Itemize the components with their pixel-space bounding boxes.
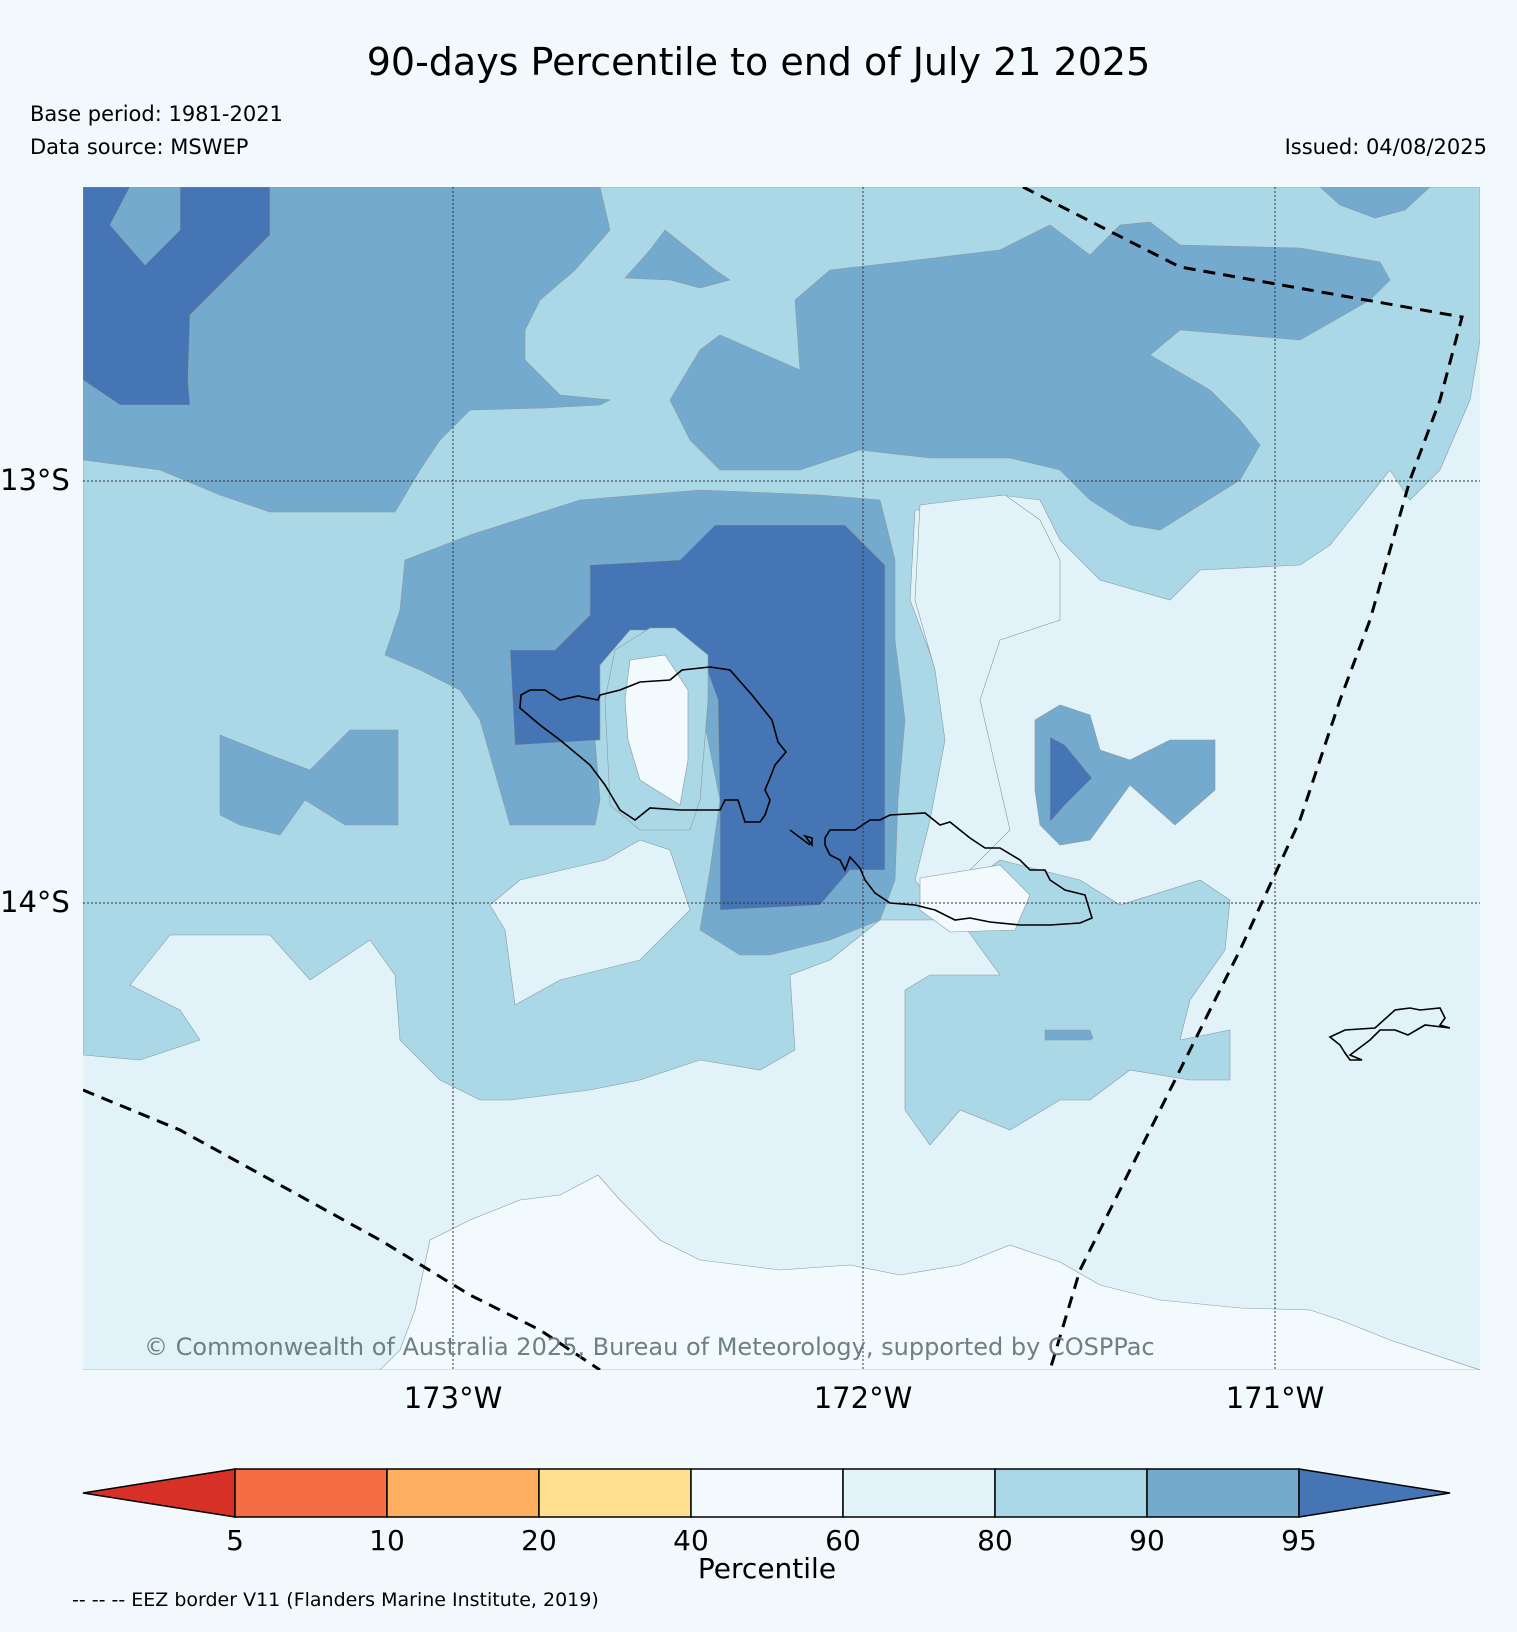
contour-90-95-small <box>624 229 731 289</box>
contour-40-60-east <box>919 864 1031 933</box>
issued-date: Issued: 04/08/2025 <box>1284 135 1487 159</box>
eez-border <box>83 187 1464 1370</box>
colorbar-label: Percentile <box>698 1552 836 1585</box>
contour-60-80-east <box>914 494 1061 901</box>
colorbar <box>82 1468 1451 1518</box>
colorbar-extend-low <box>82 1468 236 1518</box>
contour-60-80-center <box>489 839 691 1006</box>
colorbar-segment <box>690 1468 844 1518</box>
map-area: © Commonwealth of Australia 2025, Bureau… <box>83 187 1480 1370</box>
data-source: Data source: MSWEP <box>30 135 249 159</box>
lat-label-14s: 14°S <box>0 885 70 919</box>
colorbar-tick-label: 90 <box>1129 1524 1165 1557</box>
colorbar-tick-label: 5 <box>226 1524 244 1557</box>
base-period: Base period: 1981-2021 <box>30 102 283 126</box>
contour-90-95-west <box>219 729 399 836</box>
upolu-island <box>824 812 1093 926</box>
contour-95-center <box>509 524 886 911</box>
graticule <box>83 187 1480 1370</box>
contour-40-60-island <box>624 654 689 806</box>
colorbar-tick-label: 40 <box>673 1524 709 1557</box>
contour-40-60-south <box>83 1174 1480 1370</box>
colorbar-extend-high <box>1298 1468 1451 1518</box>
colorbar-ticks: 5 10 20 40 60 80 90 95 <box>226 1524 1317 1557</box>
contour-90-95-ne2 <box>1319 187 1431 219</box>
islands <box>519 666 1451 1061</box>
lat-label-13s: 13°S <box>0 463 70 497</box>
copyright-text: © Commonwealth of Australia 2025, Bureau… <box>144 1333 1155 1361</box>
lon-label-172w: 172°W <box>814 1381 913 1415</box>
colorbar-tick-label: 10 <box>369 1524 405 1557</box>
colorbar-segment <box>386 1468 540 1518</box>
colorbar-segment <box>994 1468 1148 1518</box>
colorbar-tick-label: 80 <box>977 1524 1013 1557</box>
colorbar-segment <box>1146 1468 1300 1518</box>
colorbar-tick-label: 20 <box>521 1524 557 1557</box>
contour-90-95-ne <box>669 221 1391 531</box>
manono-island <box>802 834 813 848</box>
contour-90-95-tiny <box>1044 1029 1094 1041</box>
contour-90-95-east <box>1034 704 1216 846</box>
colorbar-segment <box>234 1468 388 1518</box>
colorbar-tick-label: 95 <box>1281 1524 1317 1557</box>
tutuila-island <box>1328 1007 1451 1061</box>
colorbar-tick-label: 60 <box>825 1524 861 1557</box>
contour-95-nw <box>83 187 271 406</box>
colorbar-segment <box>538 1468 692 1518</box>
colorbar-segment <box>842 1468 996 1518</box>
chart-title: 90-days Percentile to end of July 21 202… <box>366 40 1151 84</box>
savaii-island <box>519 666 788 823</box>
lon-label-171w: 171°W <box>1226 1381 1325 1415</box>
contour-95-east <box>1049 736 1093 823</box>
lon-label-173w: 173°W <box>404 1381 503 1415</box>
eez-footnote: -- -- -- EEZ border V11 (Flanders Marine… <box>72 1589 599 1611</box>
